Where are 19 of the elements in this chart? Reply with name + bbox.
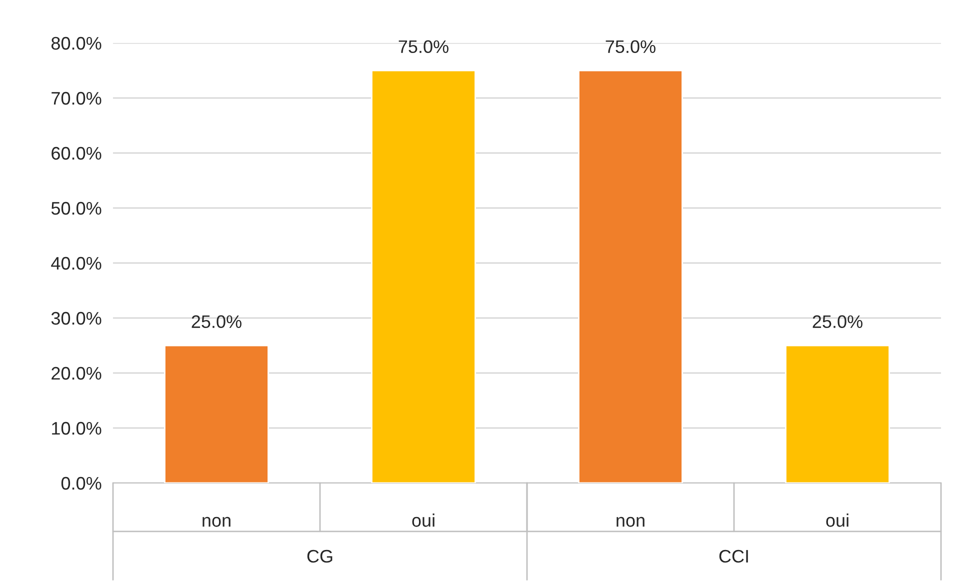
data-label: 25.0% [192, 315, 242, 328]
y-tick-label: 10.0% [52, 422, 102, 435]
y-tick-label: 70.0% [52, 92, 102, 105]
data-label: 75.0% [606, 40, 656, 54]
y-tick-label: 50.0% [51, 202, 102, 215]
x-tick-label: oui [826, 514, 848, 527]
data-label: 75.0% [398, 40, 448, 54]
text: CCI [719, 550, 748, 563]
y-tick-label: 80.0% [51, 36, 102, 50]
y-tick-label: 20.0% [52, 366, 102, 380]
y-tick-label: 0.0% [61, 476, 102, 490]
y-tick-label: 60.0% [52, 146, 102, 160]
x-tick-label: oui [412, 514, 434, 527]
text: CG [307, 550, 332, 563]
y-tick-label: 40.0% [51, 256, 102, 270]
y-tick-label: 30.0% [51, 312, 102, 325]
x-tick-label: non [202, 516, 230, 527]
x-tick-label: non [616, 516, 644, 527]
data-label: 25.0% [812, 315, 862, 328]
